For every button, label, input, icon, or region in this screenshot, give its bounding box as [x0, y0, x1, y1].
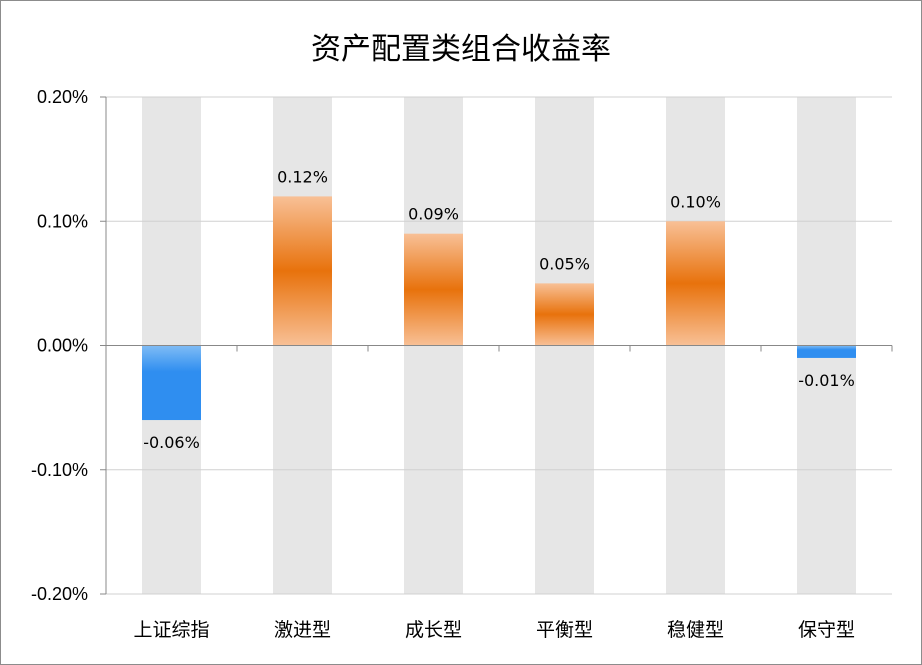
data-label: 0.10%	[670, 192, 721, 211]
bar	[404, 233, 463, 346]
data-label: 0.09%	[408, 205, 459, 224]
data-label: 0.12%	[277, 167, 328, 186]
category-label: 平衡型	[536, 619, 593, 641]
data-label: -0.01%	[798, 371, 855, 390]
chart-title: 资产配置类组合收益率	[311, 32, 611, 67]
category-label: 成长型	[405, 619, 462, 641]
data-label: 0.05%	[539, 254, 590, 273]
bar	[666, 221, 725, 346]
bar	[535, 283, 594, 346]
y-tick-label: -0.20%	[31, 584, 88, 604]
category-label: 保守型	[798, 619, 855, 641]
category-label: 上证综指	[133, 619, 209, 641]
category-label: 稳健型	[667, 619, 724, 641]
y-tick-label: 0.10%	[37, 211, 88, 231]
y-tick-label: -0.10%	[31, 460, 88, 480]
data-label: -0.06%	[143, 433, 200, 452]
bar	[797, 345, 856, 358]
category-label: 激进型	[274, 619, 331, 641]
bar	[273, 196, 332, 346]
y-tick-label: 0.00%	[37, 336, 88, 356]
y-tick-label: 0.20%	[37, 87, 88, 107]
bar	[142, 345, 201, 421]
